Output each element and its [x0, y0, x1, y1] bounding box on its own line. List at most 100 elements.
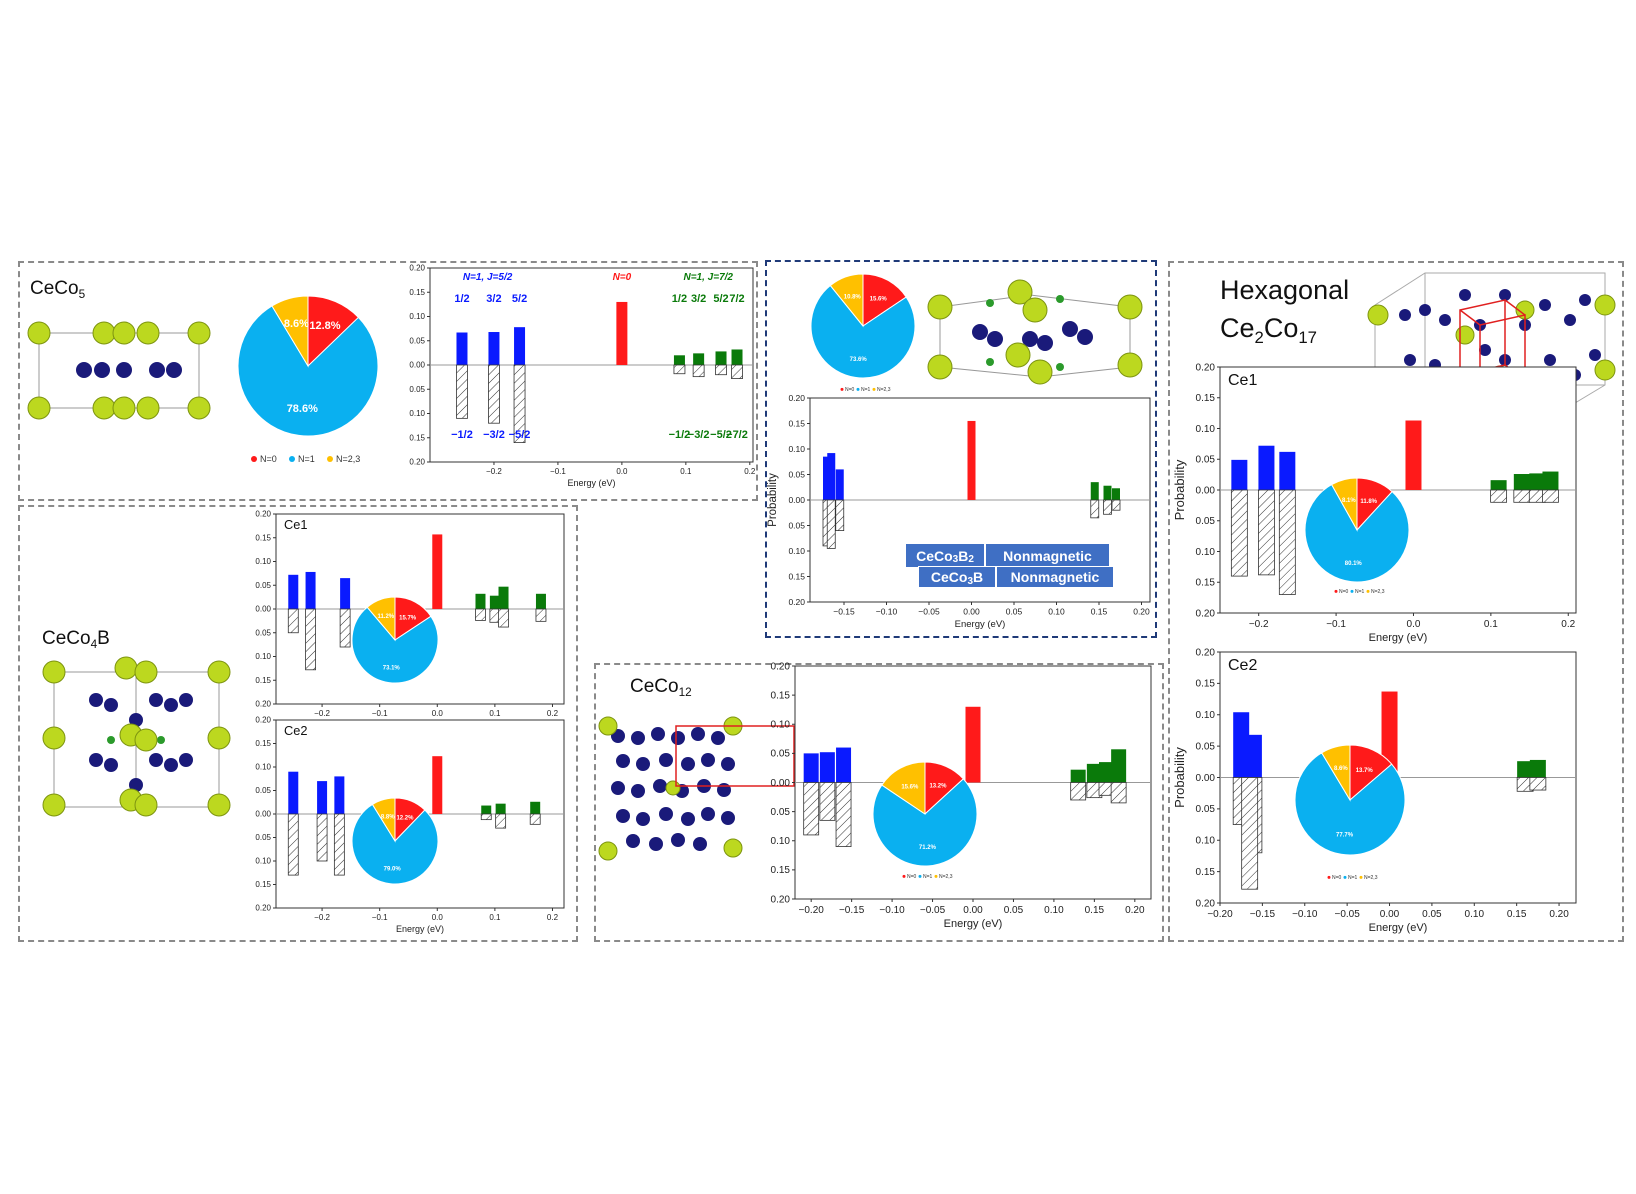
x-tick-label: −0.15 [839, 905, 865, 916]
bar-down [1230, 489, 1248, 577]
x-tick-label: 0.00 [963, 607, 980, 617]
jz-label-down: −7/2 [726, 429, 748, 441]
legend-marker [1327, 875, 1331, 879]
crystal-ceco4b [42, 656, 231, 817]
x-tick-label: 0.15 [1507, 909, 1527, 920]
x-tick-label: 0.20 [1125, 905, 1145, 916]
pie-slice-N1 [1294, 752, 1406, 856]
bar-up-N1 [819, 752, 835, 783]
bar-down [488, 364, 500, 424]
x-tick-label: 0.2 [1561, 619, 1575, 630]
y-axis-label: Probability [1172, 459, 1187, 520]
jz-label-down: −3/2 [483, 429, 505, 441]
title-ceco5: CeCo5 [30, 278, 86, 302]
legend-marker [1359, 875, 1363, 879]
chart-ceco5: 0.20 0.15 0.10 0.05 0.00 0.05 0.10 0.15 0.20 −0.2… [409, 264, 755, 488]
bar-up-N0 [432, 756, 443, 814]
bar-down [731, 364, 743, 379]
bar-down [498, 608, 509, 628]
x-tick-label: 0.05 [1422, 909, 1442, 920]
x-tick-label: −0.15 [1250, 909, 1276, 920]
pie-slice-label: 8.8% [381, 814, 395, 820]
y-tick-label: 0.20 [409, 458, 425, 467]
y-tick-label: 0.05 [1196, 516, 1216, 527]
y-tick-label: 0.10 [255, 652, 271, 661]
bar-down [1513, 489, 1531, 503]
x-tick-label: −0.20 [799, 905, 825, 916]
pie-slice-N1 [872, 778, 978, 867]
title-ceco4b: CeCo4B [42, 628, 110, 652]
panel-ceco12 [594, 663, 1164, 942]
x-axis-label: Energy (eV) [396, 924, 444, 934]
bar-down [819, 782, 836, 821]
y-tick-label: 0.10 [409, 409, 425, 418]
bar-up-N1J72 [1112, 488, 1120, 500]
x-tick-label: 0.15 [1091, 607, 1108, 617]
y-tick-label: 0.10 [788, 546, 805, 556]
panel-ceco4b [18, 505, 578, 942]
x-tick-label: −0.1 [372, 709, 388, 718]
x-tick-label: 0.1 [680, 467, 692, 476]
x-tick-label: −0.2 [314, 913, 330, 922]
y-tick-label: 0.15 [1196, 578, 1216, 589]
pie-ceco5: 12.8% 78.6% 8.6% N=0 N=1 N=2,3 [237, 295, 379, 464]
bar-up-N1J72 [673, 355, 685, 365]
jz-label-up: 5/2 [713, 293, 728, 305]
bar-down [339, 608, 351, 648]
legend-label: N=2,3 [1371, 589, 1385, 595]
bar-down [835, 782, 852, 847]
label-ceco3b: CeCo 3 B [918, 566, 996, 588]
header-n0: N=0 [613, 272, 632, 283]
x-tick-label: 0.0 [432, 709, 444, 718]
pie-ce2co17-ce1: 11.8% 80.1% 8.1% N=0 N=1 N=2,3 [1304, 477, 1410, 595]
pie-slice-label: 77.7% [1336, 833, 1354, 839]
label-nonmagnetic-1: Nonmagnetic [985, 543, 1110, 568]
bar-down [456, 364, 468, 419]
pie-slice-N23 [881, 761, 926, 815]
y-tick-label: 0.15 [255, 533, 271, 542]
bar-down [1278, 489, 1296, 595]
bar-up-N0 [616, 301, 628, 365]
x-tick-label: 0.10 [1465, 909, 1485, 920]
x-tick-label: −0.05 [918, 607, 940, 617]
bar-up-N1 [288, 771, 299, 814]
bar-up-N1 [334, 776, 345, 814]
bar-up-N1J72 [1517, 761, 1534, 778]
y-axis-label: Probability [1172, 747, 1187, 808]
bar-down [316, 813, 328, 862]
pie-ce2co17-ce2: 13.7% 77.7% 8.6% N=0 N=1 N=2,3 [1294, 744, 1406, 881]
pie-slice-N23 [1321, 744, 1351, 802]
pie-slice-label: 71.2% [919, 845, 937, 851]
jz-label-up: 1/2 [454, 293, 469, 305]
bar-up-N1J72 [1099, 762, 1114, 783]
x-tick-label: −0.15 [833, 607, 855, 617]
bar-up-N1J72 [1090, 482, 1099, 500]
pie-slice-label: 15.6% [870, 297, 888, 303]
label-row-ceco3b: CeCo 3 B Nonmagnetic [918, 566, 1114, 588]
y-tick-label: 0.15 [1196, 679, 1216, 690]
x-tick-label: −0.1 [1326, 619, 1346, 630]
y-tick-label: 0.05 [771, 807, 791, 818]
bar-down [835, 499, 845, 532]
x-tick-label: −0.10 [879, 905, 905, 916]
label-ceco3b2: CeCo 3 B 2 [905, 543, 985, 568]
y-tick-label: 0.20 [255, 904, 271, 913]
pie-boron: 15.6% 73.6% 10.8% N=0 N=1 N=2,3 [810, 273, 916, 393]
legend-label: N=1 [1348, 875, 1358, 881]
y-tick-label: 0.05 [409, 385, 425, 394]
chart-ceco12: 0.20 0.15 0.10 0.05 0.00 0.05 0.10 0.15 0.20 −0.2… [771, 661, 1152, 930]
bar-down [1111, 499, 1121, 511]
x-tick-label: 0.0 [432, 913, 444, 922]
chart-ceco4b-ce1: 0.20 0.15 0.10 0.05 0.00 0.05 0.10 0.15 0.20 −0.2… [255, 510, 565, 718]
y-tick-label: 0.05 [788, 469, 805, 479]
x-tick-label: −0.2 [1249, 619, 1269, 630]
bar-down [1103, 499, 1112, 515]
pie-ceco4b-ce1: 15.7% 73.1% 11.2% [351, 596, 439, 684]
y-tick-label: 0.20 [255, 510, 271, 519]
bar-up-N1 [1279, 451, 1296, 490]
pie-slice-N1 [810, 284, 916, 379]
bar-up-N1J72 [489, 595, 500, 609]
bar-down [287, 608, 299, 634]
y-tick-label: 0.15 [1196, 867, 1216, 878]
legend-label: N=0 [1339, 589, 1349, 595]
